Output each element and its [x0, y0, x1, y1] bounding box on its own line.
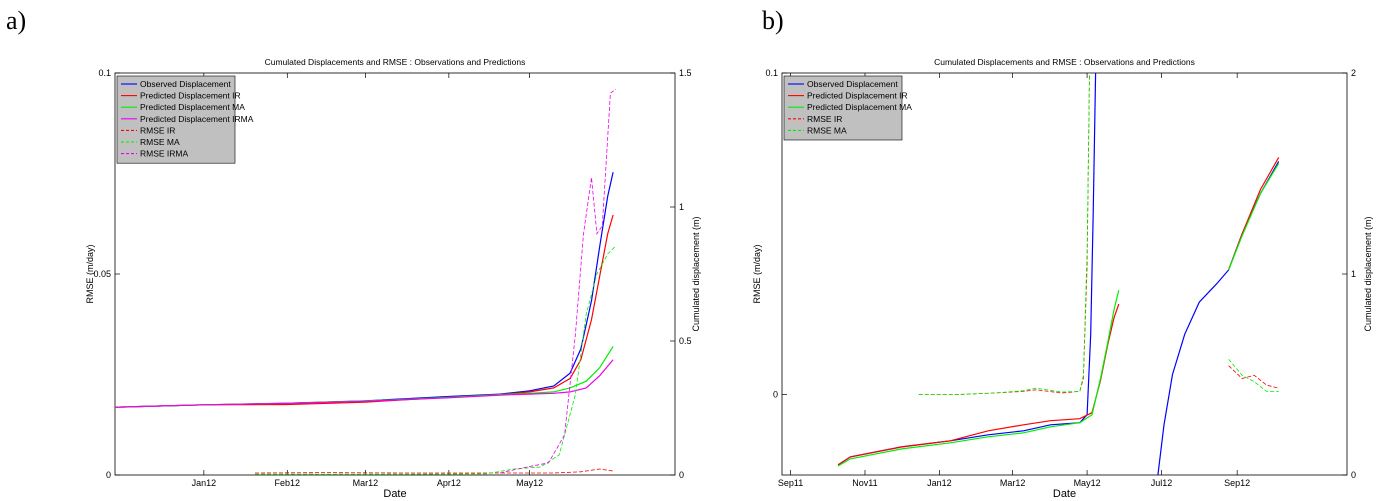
y-tick-label: 0 — [773, 390, 778, 400]
x-tick-label: Jan12 — [927, 478, 952, 488]
y2-tick-label: 2 — [1351, 68, 1356, 78]
y2-axis-label: Cumulated displacement (m) — [1363, 216, 1373, 331]
legend-entry-label: Observed Displacement — [140, 79, 231, 89]
series-line-rmse-ma — [255, 245, 617, 475]
y-axis-label: RMSE (m/day) — [85, 244, 95, 303]
series-line-rmse-ir — [254, 468, 614, 474]
series-line-predicted-displacement-ma — [837, 163, 1280, 467]
legend-entry-label: Observed Displacement — [807, 79, 898, 89]
x-axis-label: Date — [1053, 488, 1076, 500]
series-line-rmse-ma — [918, 73, 1279, 395]
legend-entry-label: RMSE MA — [807, 125, 847, 135]
legend-entry-label: Predicted Displacement IR — [807, 91, 908, 101]
series-line-predicted-displacement-irma — [115, 359, 614, 408]
chart-a: Cumulated Displacements and RMSE : Obser… — [85, 57, 701, 500]
x-tick-label: Mar12 — [353, 478, 379, 488]
y-axis-label: RMSE (m/day) — [752, 244, 762, 303]
x-axis-label: Date — [383, 488, 406, 500]
legend-entry-label: RMSE IR — [140, 125, 175, 135]
x-tick-label: Nov11 — [852, 478, 877, 488]
panel-b-tag: b) — [762, 6, 784, 35]
panel-a-tag: a) — [6, 6, 27, 35]
legend-entry-label: Predicted Displacement IR — [140, 91, 241, 101]
chart-title: Cumulated Displacements and RMSE : Obser… — [265, 57, 526, 67]
legend-entry-label: Predicted Displacement IRMA — [140, 114, 254, 124]
x-tick-label: Mar12 — [1000, 478, 1026, 488]
legend-entry-label: RMSE IR — [807, 114, 842, 124]
x-tick-label: Sep11 — [778, 478, 803, 488]
y2-tick-label: 1 — [1351, 269, 1356, 279]
legend-entry-label: RMSE IRMA — [140, 149, 189, 159]
series-group — [837, 73, 1280, 475]
y2-tick-label: 0 — [1351, 470, 1356, 480]
series-group — [115, 88, 617, 475]
legend-entry-label: Predicted Displacement MA — [140, 102, 245, 112]
y2-tick-label: 1 — [679, 202, 684, 212]
y2-tick-label: 1.5 — [679, 68, 692, 78]
y2-tick-label: 0.5 — [679, 336, 692, 346]
legend-box — [116, 75, 236, 164]
y2-axis-label: Cumulated displacement (m) — [691, 216, 701, 331]
x-tick-label: May12 — [516, 478, 543, 488]
y-tick-label: 0 — [106, 470, 111, 480]
x-tick-label: Apr12 — [437, 478, 461, 488]
x-tick-label: May12 — [1074, 478, 1101, 488]
series-line-predicted-displacement-ir — [115, 214, 614, 408]
x-tick-label: Jan12 — [192, 478, 217, 488]
x-tick-label: Jul12 — [1151, 478, 1173, 488]
chart-title: Cumulated Displacements and RMSE : Obser… — [934, 57, 1195, 67]
chart-b: Cumulated Displacements and RMSE : Obser… — [752, 57, 1373, 500]
y-tick-label: 0.05 — [93, 269, 111, 279]
y-tick-label: 0.1 — [98, 68, 111, 78]
legend-entry-label: Predicted Displacement MA — [807, 102, 912, 112]
legend-entry-label: RMSE MA — [140, 137, 180, 147]
y-tick-label: 0.1 — [765, 68, 778, 78]
x-tick-label: Feb12 — [275, 478, 301, 488]
y2-tick-label: 0 — [679, 470, 684, 480]
series-line-rmse-irma — [499, 88, 617, 474]
legend-box — [783, 75, 903, 141]
x-tick-label: Sep12 — [1224, 478, 1250, 488]
